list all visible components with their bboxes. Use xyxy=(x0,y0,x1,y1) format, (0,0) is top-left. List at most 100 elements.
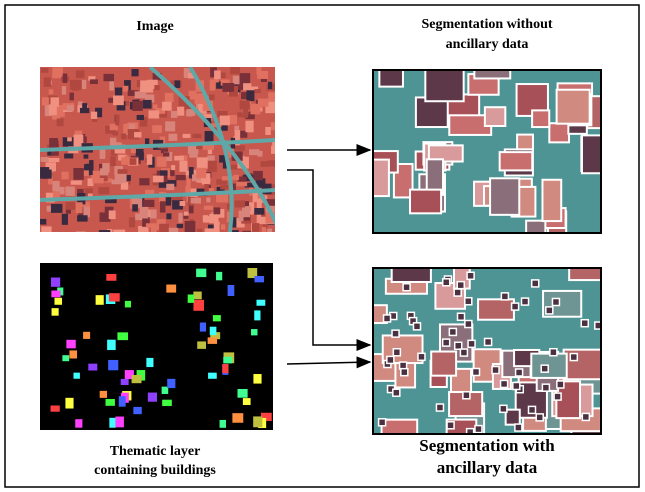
texture xyxy=(387,356,394,363)
texture xyxy=(410,190,441,214)
texture xyxy=(180,201,186,206)
texture xyxy=(221,73,226,78)
texture xyxy=(44,77,51,87)
texture xyxy=(485,107,505,126)
texture xyxy=(51,290,60,297)
texture xyxy=(522,298,529,305)
texture xyxy=(260,161,269,167)
texture xyxy=(458,313,465,320)
texture xyxy=(131,149,136,154)
texture xyxy=(117,332,128,340)
texture xyxy=(254,89,261,93)
texture xyxy=(129,217,135,227)
texture xyxy=(41,68,48,73)
texture xyxy=(542,180,561,221)
texture xyxy=(102,163,109,172)
texture xyxy=(69,350,77,358)
panel-label: Segmentation without xyxy=(421,17,552,32)
texture xyxy=(153,176,164,183)
texture xyxy=(138,226,149,238)
texture xyxy=(569,259,609,280)
texture xyxy=(253,416,262,427)
texture xyxy=(500,152,533,170)
texture xyxy=(165,93,174,102)
texture xyxy=(501,380,508,387)
texture xyxy=(119,396,126,406)
texture xyxy=(157,157,167,167)
texture xyxy=(41,157,49,162)
texture xyxy=(84,154,89,158)
texture xyxy=(536,414,543,421)
texture xyxy=(162,400,172,406)
texture xyxy=(196,269,206,277)
texture xyxy=(239,215,244,222)
texture xyxy=(455,342,462,349)
texture xyxy=(93,178,104,183)
texture xyxy=(233,175,239,180)
texture xyxy=(177,107,184,116)
texture xyxy=(168,134,177,141)
texture xyxy=(113,230,125,239)
panel-label: ancillary data xyxy=(437,458,538,477)
texture xyxy=(70,93,74,101)
texture xyxy=(113,95,124,105)
segmentation-without-panel xyxy=(364,61,623,248)
texture xyxy=(582,413,589,420)
texture xyxy=(443,279,450,286)
texture xyxy=(253,171,263,180)
texture xyxy=(47,206,52,212)
texture xyxy=(140,80,149,92)
texture xyxy=(121,134,126,140)
texture xyxy=(268,92,276,101)
texture xyxy=(54,298,62,305)
texture xyxy=(183,134,191,138)
texture xyxy=(216,272,222,280)
texture xyxy=(239,73,250,84)
texture xyxy=(160,201,165,212)
texture xyxy=(83,332,90,339)
texture xyxy=(49,138,58,142)
texture xyxy=(186,111,192,117)
texture xyxy=(61,172,68,180)
panel-label: containing buildings xyxy=(94,463,216,478)
texture xyxy=(258,99,269,107)
texture xyxy=(254,276,264,282)
texture xyxy=(166,285,176,293)
texture xyxy=(232,413,243,423)
texture xyxy=(271,122,276,130)
texture xyxy=(160,170,168,175)
texture xyxy=(43,231,49,240)
texture xyxy=(125,301,131,308)
panel-label: Thematic layer xyxy=(110,444,201,459)
texture xyxy=(531,354,566,378)
texture xyxy=(66,202,75,210)
texture xyxy=(254,208,264,215)
texture xyxy=(240,100,250,109)
texture xyxy=(67,105,74,111)
texture xyxy=(443,339,450,346)
texture xyxy=(49,89,54,94)
texture xyxy=(139,152,144,160)
texture xyxy=(392,330,399,337)
texture xyxy=(208,373,217,379)
texture xyxy=(478,299,514,319)
texture xyxy=(564,350,603,380)
texture xyxy=(140,207,149,219)
texture xyxy=(368,160,389,196)
texture xyxy=(221,224,226,229)
texture xyxy=(103,74,114,81)
texture xyxy=(139,178,149,185)
texture xyxy=(379,419,386,426)
texture xyxy=(233,76,241,85)
texture xyxy=(163,152,169,156)
texture xyxy=(42,97,49,105)
texture xyxy=(465,321,472,328)
texture xyxy=(167,379,175,388)
texture xyxy=(62,214,68,225)
texture xyxy=(197,229,203,233)
texture xyxy=(174,80,180,88)
texture xyxy=(131,69,138,76)
texture xyxy=(492,367,499,374)
texture xyxy=(246,90,254,101)
texture xyxy=(475,426,482,433)
